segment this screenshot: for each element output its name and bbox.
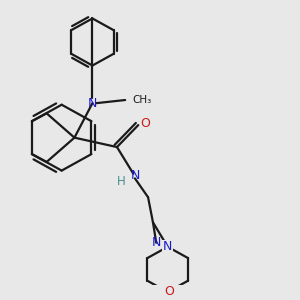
Text: H: H — [116, 175, 125, 188]
Text: N: N — [152, 236, 161, 249]
Text: N: N — [88, 97, 97, 110]
Text: N: N — [163, 240, 172, 253]
Text: N: N — [130, 169, 140, 182]
Text: CH₃: CH₃ — [132, 95, 152, 105]
Text: O: O — [164, 286, 174, 298]
Text: O: O — [140, 117, 150, 130]
